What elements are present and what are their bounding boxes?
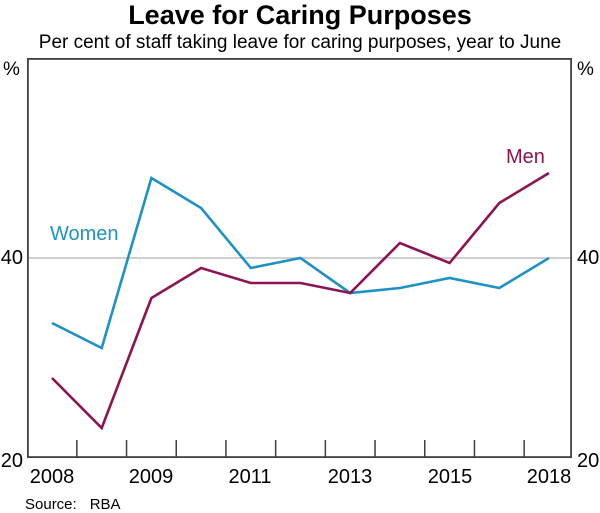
- plot-frame: [27, 58, 572, 458]
- y-tick-40-left: 40: [0, 247, 23, 269]
- source-value: RBA: [89, 496, 121, 513]
- x-tick-2013: 2013: [327, 466, 373, 488]
- y-tick-20-right: 20: [577, 450, 600, 472]
- x-tick-2011: 2011: [228, 466, 272, 488]
- x-tick-2018: 2018: [526, 466, 572, 488]
- series-line-women: [51, 176, 550, 350]
- chart-subtitle: Per cent of staff taking leave for carin…: [38, 32, 562, 53]
- source-label: Source:: [25, 496, 77, 513]
- source-note: Source: RBA: [25, 496, 121, 513]
- plot-area: [27, 58, 572, 458]
- series-label-women: Women: [50, 223, 119, 245]
- x-tick-2009: 2009: [128, 466, 174, 488]
- y-tick-40-right: 40: [577, 247, 600, 269]
- x-tick-2015: 2015: [427, 466, 473, 488]
- y-axis-unit-left: %: [3, 59, 20, 80]
- plot-svg: [27, 58, 572, 458]
- y-tick-20-left: 20: [0, 450, 23, 472]
- y-axis-unit-right: %: [577, 59, 594, 80]
- x-tick-2008: 2008: [29, 466, 75, 488]
- series-line-men: [51, 171, 550, 431]
- series-label-men: Men: [506, 146, 545, 168]
- chart-title: Leave for Caring Purposes: [128, 0, 472, 30]
